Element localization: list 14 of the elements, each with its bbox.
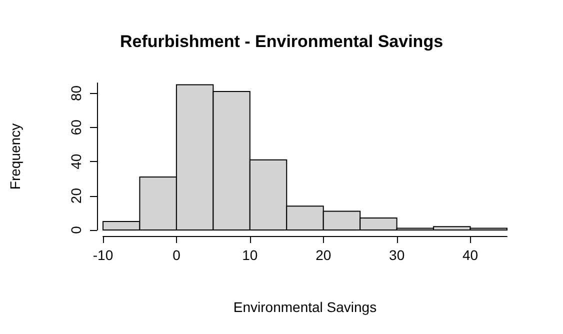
x-tick-label: 0 bbox=[172, 247, 181, 263]
y-tick-label: 60 bbox=[68, 119, 84, 136]
x-tick-label: 20 bbox=[316, 247, 332, 263]
y-tick-label: 80 bbox=[68, 85, 84, 102]
x-tick-label: 10 bbox=[242, 247, 258, 263]
y-tick-label: 40 bbox=[68, 154, 84, 170]
x-tick-label: -10 bbox=[92, 247, 114, 263]
chart-title: Refurbishment - Environmental Savings bbox=[120, 32, 444, 51]
x-axis-title: Environmental Savings bbox=[233, 299, 377, 315]
y-axis-title: Frequency bbox=[7, 123, 23, 190]
y-tick-label: 0 bbox=[68, 226, 84, 234]
x-tick-label: 40 bbox=[462, 247, 478, 263]
x-tick-label: 30 bbox=[389, 247, 405, 263]
y-tick-label: 20 bbox=[68, 188, 84, 204]
